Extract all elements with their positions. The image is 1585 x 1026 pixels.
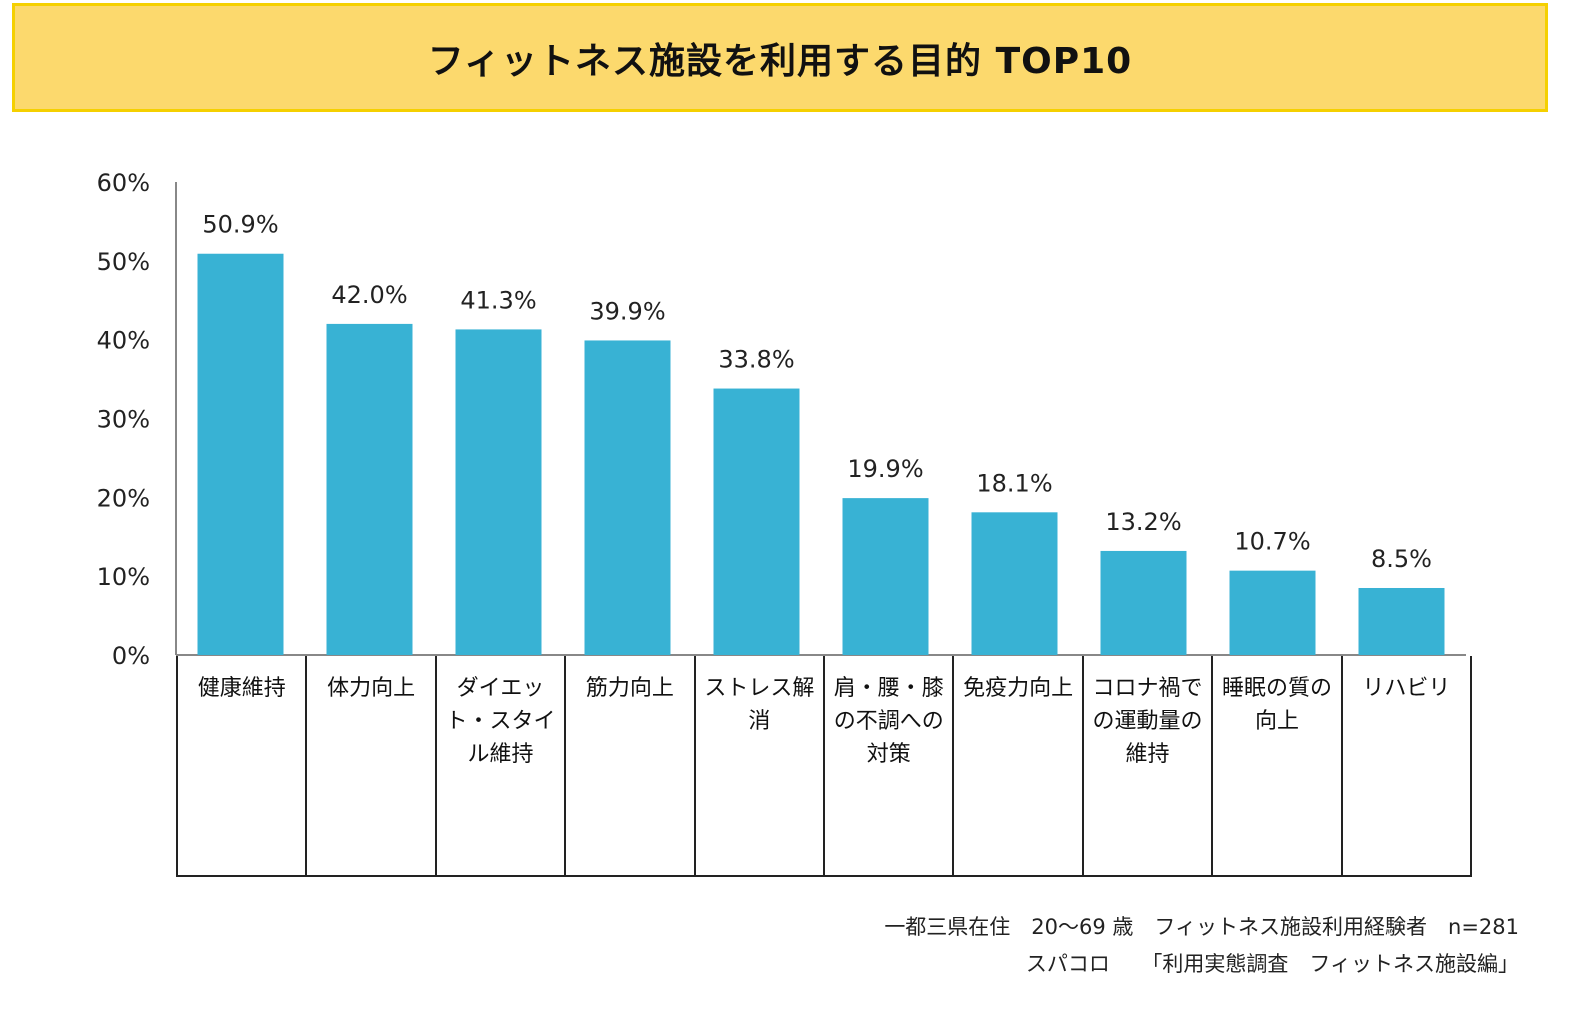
- bar: [1100, 550, 1187, 655]
- bar: [1358, 587, 1445, 655]
- x-category-label: 肩・腰・膝の不調への対策: [825, 656, 955, 875]
- data-label: 41.3%: [460, 286, 536, 314]
- bar: [584, 340, 671, 655]
- footnote-sample: 一都三県在住 20～69 歳 フィットネス施設利用経験者 n=281: [884, 915, 1519, 939]
- y-tick-label: 30%: [97, 406, 150, 434]
- data-label: 8.5%: [1371, 545, 1432, 573]
- data-label: 39.9%: [589, 297, 665, 325]
- data-label: 33.8%: [718, 346, 794, 374]
- y-tick-label: 60%: [97, 169, 150, 197]
- bar: [326, 323, 413, 655]
- y-tick-label: 20%: [97, 484, 150, 512]
- x-category-label: リハビリ: [1362, 676, 1451, 701]
- data-label: 42.0%: [331, 281, 407, 309]
- data-label: 18.1%: [976, 469, 1052, 497]
- data-label: 10.7%: [1234, 528, 1310, 556]
- data-label: 50.9%: [202, 211, 278, 239]
- x-category-label: ストレス解消: [696, 656, 826, 875]
- x-category-label: 健康維持: [178, 656, 308, 875]
- data-label: 19.9%: [847, 455, 923, 483]
- bar: [455, 329, 542, 655]
- data-label: 13.2%: [1105, 508, 1181, 536]
- x-category-label: ダイエット・スタイル維持: [437, 656, 567, 875]
- x-category-label: コロナ禍での運動量の維持: [1084, 656, 1214, 875]
- bar: [713, 388, 800, 655]
- x-category-label: 睡眠の質の向上: [1213, 656, 1343, 875]
- y-tick-label: 10%: [97, 563, 150, 591]
- y-tick-label: 40%: [97, 327, 150, 355]
- x-category-label: 筋力向上: [566, 656, 696, 875]
- bar: [971, 512, 1058, 655]
- bar: [197, 253, 284, 655]
- y-tick-label: 0%: [112, 642, 150, 670]
- footnote-source: スパコロ 「利用実態調査 フィットネス施設編」: [1025, 952, 1519, 976]
- bar: [842, 498, 929, 655]
- x-category-label: 免疫力向上: [954, 656, 1084, 875]
- chart-title: フィットネス施設を利用する目的 TOP10: [427, 40, 1133, 82]
- y-tick-label: 50%: [97, 248, 150, 276]
- title-banner: フィットネス施設を利用する目的 TOP10: [12, 3, 1548, 112]
- bar: [1229, 570, 1316, 655]
- x-category-label: 体力向上: [307, 656, 437, 875]
- category-table: 健康維持 体力向上 ダイエット・スタイル維持 筋力向上 ストレス解消 肩・腰・膝の不調への…: [176, 656, 1472, 877]
